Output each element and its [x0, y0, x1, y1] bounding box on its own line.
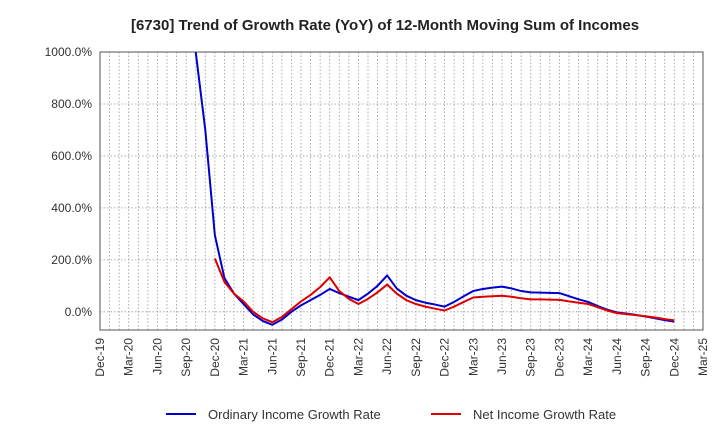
legend: Ordinary Income Growth Rate Net Income Gr… [166, 407, 616, 422]
x-tick-label: Sep-21 [294, 338, 308, 377]
x-tick-label: Jun-23 [495, 338, 509, 375]
x-tick-label: Jun-20 [150, 338, 164, 375]
y-tick-label: 800.0% [51, 97, 92, 111]
x-tick-label: Jun-24 [610, 338, 624, 375]
x-tick-label: Mar-24 [581, 338, 595, 376]
y-tick-label: 0.0% [65, 305, 93, 319]
x-tick-label: Mar-21 [237, 338, 251, 376]
legend-label-2: Net Income Growth Rate [473, 407, 616, 422]
series-layer [194, 52, 675, 326]
series-line-1 [194, 52, 675, 326]
y-tick-label: 400.0% [51, 201, 92, 215]
x-tick-label: Sep-20 [179, 338, 193, 377]
grid-layer [99, 51, 704, 330]
x-tick-label: Sep-23 [524, 338, 538, 377]
x-tick-label: Dec-23 [552, 338, 566, 377]
x-tick-label: Dec-21 [323, 338, 337, 377]
x-tick-label: Jun-22 [380, 338, 394, 375]
x-tick-label: Dec-19 [93, 338, 107, 377]
x-tick-label: Mar-23 [466, 338, 480, 376]
x-tick-label: Dec-20 [208, 338, 222, 377]
x-tick-label: Sep-24 [639, 338, 653, 377]
series-line-2 [213, 258, 675, 324]
y-tick-label: 200.0% [51, 253, 92, 267]
x-tick-label: Mar-22 [351, 338, 365, 376]
x-tick-label: Mar-20 [122, 338, 136, 376]
y-tick-label: 1000.0% [45, 45, 93, 59]
x-tick-label: Mar-25 [696, 338, 710, 376]
x-tick-label: Jun-21 [265, 338, 279, 375]
chart-title: [6730] Trend of Growth Rate (YoY) of 12-… [131, 17, 639, 34]
plot-frame [99, 51, 704, 331]
y-tick-label: 600.0% [51, 149, 92, 163]
x-tick-label: Dec-22 [438, 338, 452, 377]
legend-label-1: Ordinary Income Growth Rate [208, 407, 381, 422]
x-tick-label: Dec-24 [667, 338, 681, 377]
x-axis: Dec-19 Mar-20 Jun-20 Sep-20 Dec-20 Mar-21 Jun-… [93, 338, 710, 377]
x-tick-label: Sep-22 [409, 338, 423, 377]
y-axis: 0.0% 200.0% 400.0% 600.0% 800.0% 1000.0% [45, 45, 93, 319]
